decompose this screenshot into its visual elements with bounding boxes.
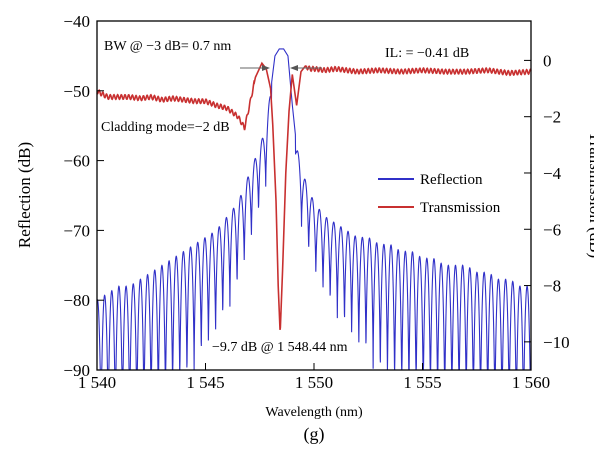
y-right-tick-label: −4 — [543, 164, 562, 183]
legend: Reflection Transmission — [378, 172, 501, 216]
y-right-tick-label: 0 — [543, 51, 552, 70]
annotation-dip: −9.7 dB @ 1 548.44 nm — [212, 340, 348, 355]
reflection-line — [96, 48, 531, 371]
x-tick-label: 1 560 — [512, 373, 550, 392]
x-axis: 1 540 1 545 1 550 1 555 1 560 — [78, 363, 550, 392]
y-left-tick-label: −90 — [63, 361, 90, 380]
y-right-tick-label: −2 — [543, 108, 561, 127]
x-tick-label: 1 550 — [295, 373, 333, 392]
transmission-series-layer — [96, 61, 532, 331]
y-right-tick-label: −8 — [543, 277, 561, 296]
y-right-tick-label: −6 — [543, 220, 561, 239]
transmission-line — [96, 61, 532, 331]
reflection-series-layer — [96, 48, 531, 371]
y-axis-right-label: Transmission (dB) — [586, 132, 594, 258]
y-left-tick-label: −40 — [63, 12, 90, 31]
y-right-tick-label: −10 — [543, 333, 570, 352]
bandwidth-arrow — [240, 65, 322, 71]
y-axis-right: 0 −2 −4 −6 −8 −10 — [524, 51, 570, 352]
legend-label-transmission: Transmission — [420, 200, 501, 216]
x-tick-label: 1 545 — [186, 373, 224, 392]
y-left-tick-label: −80 — [63, 291, 90, 310]
y-left-tick-label: −60 — [63, 152, 90, 171]
annotation-bandwidth: BW @ −3 dB= 0.7 nm — [104, 39, 231, 54]
legend-label-reflection: Reflection — [420, 172, 483, 188]
y-axis-left-label: Reflection (dB) — [15, 142, 34, 248]
annotation-insertion-loss: IL: = −0.41 dB — [385, 46, 469, 61]
y-axis-left: −90 −80 −70 −60 −50 −40 — [63, 12, 104, 380]
annotation-cladding-mode: Cladding mode=−2 dB — [101, 120, 230, 135]
x-axis-label: Wavelength (nm) — [265, 405, 363, 420]
y-left-tick-label: −50 — [63, 82, 90, 101]
x-tick-label: 1 555 — [403, 373, 441, 392]
panel-label: (g) — [304, 424, 325, 445]
y-left-tick-label: −70 — [63, 221, 90, 240]
x-tick-label: 1 540 — [78, 373, 116, 392]
